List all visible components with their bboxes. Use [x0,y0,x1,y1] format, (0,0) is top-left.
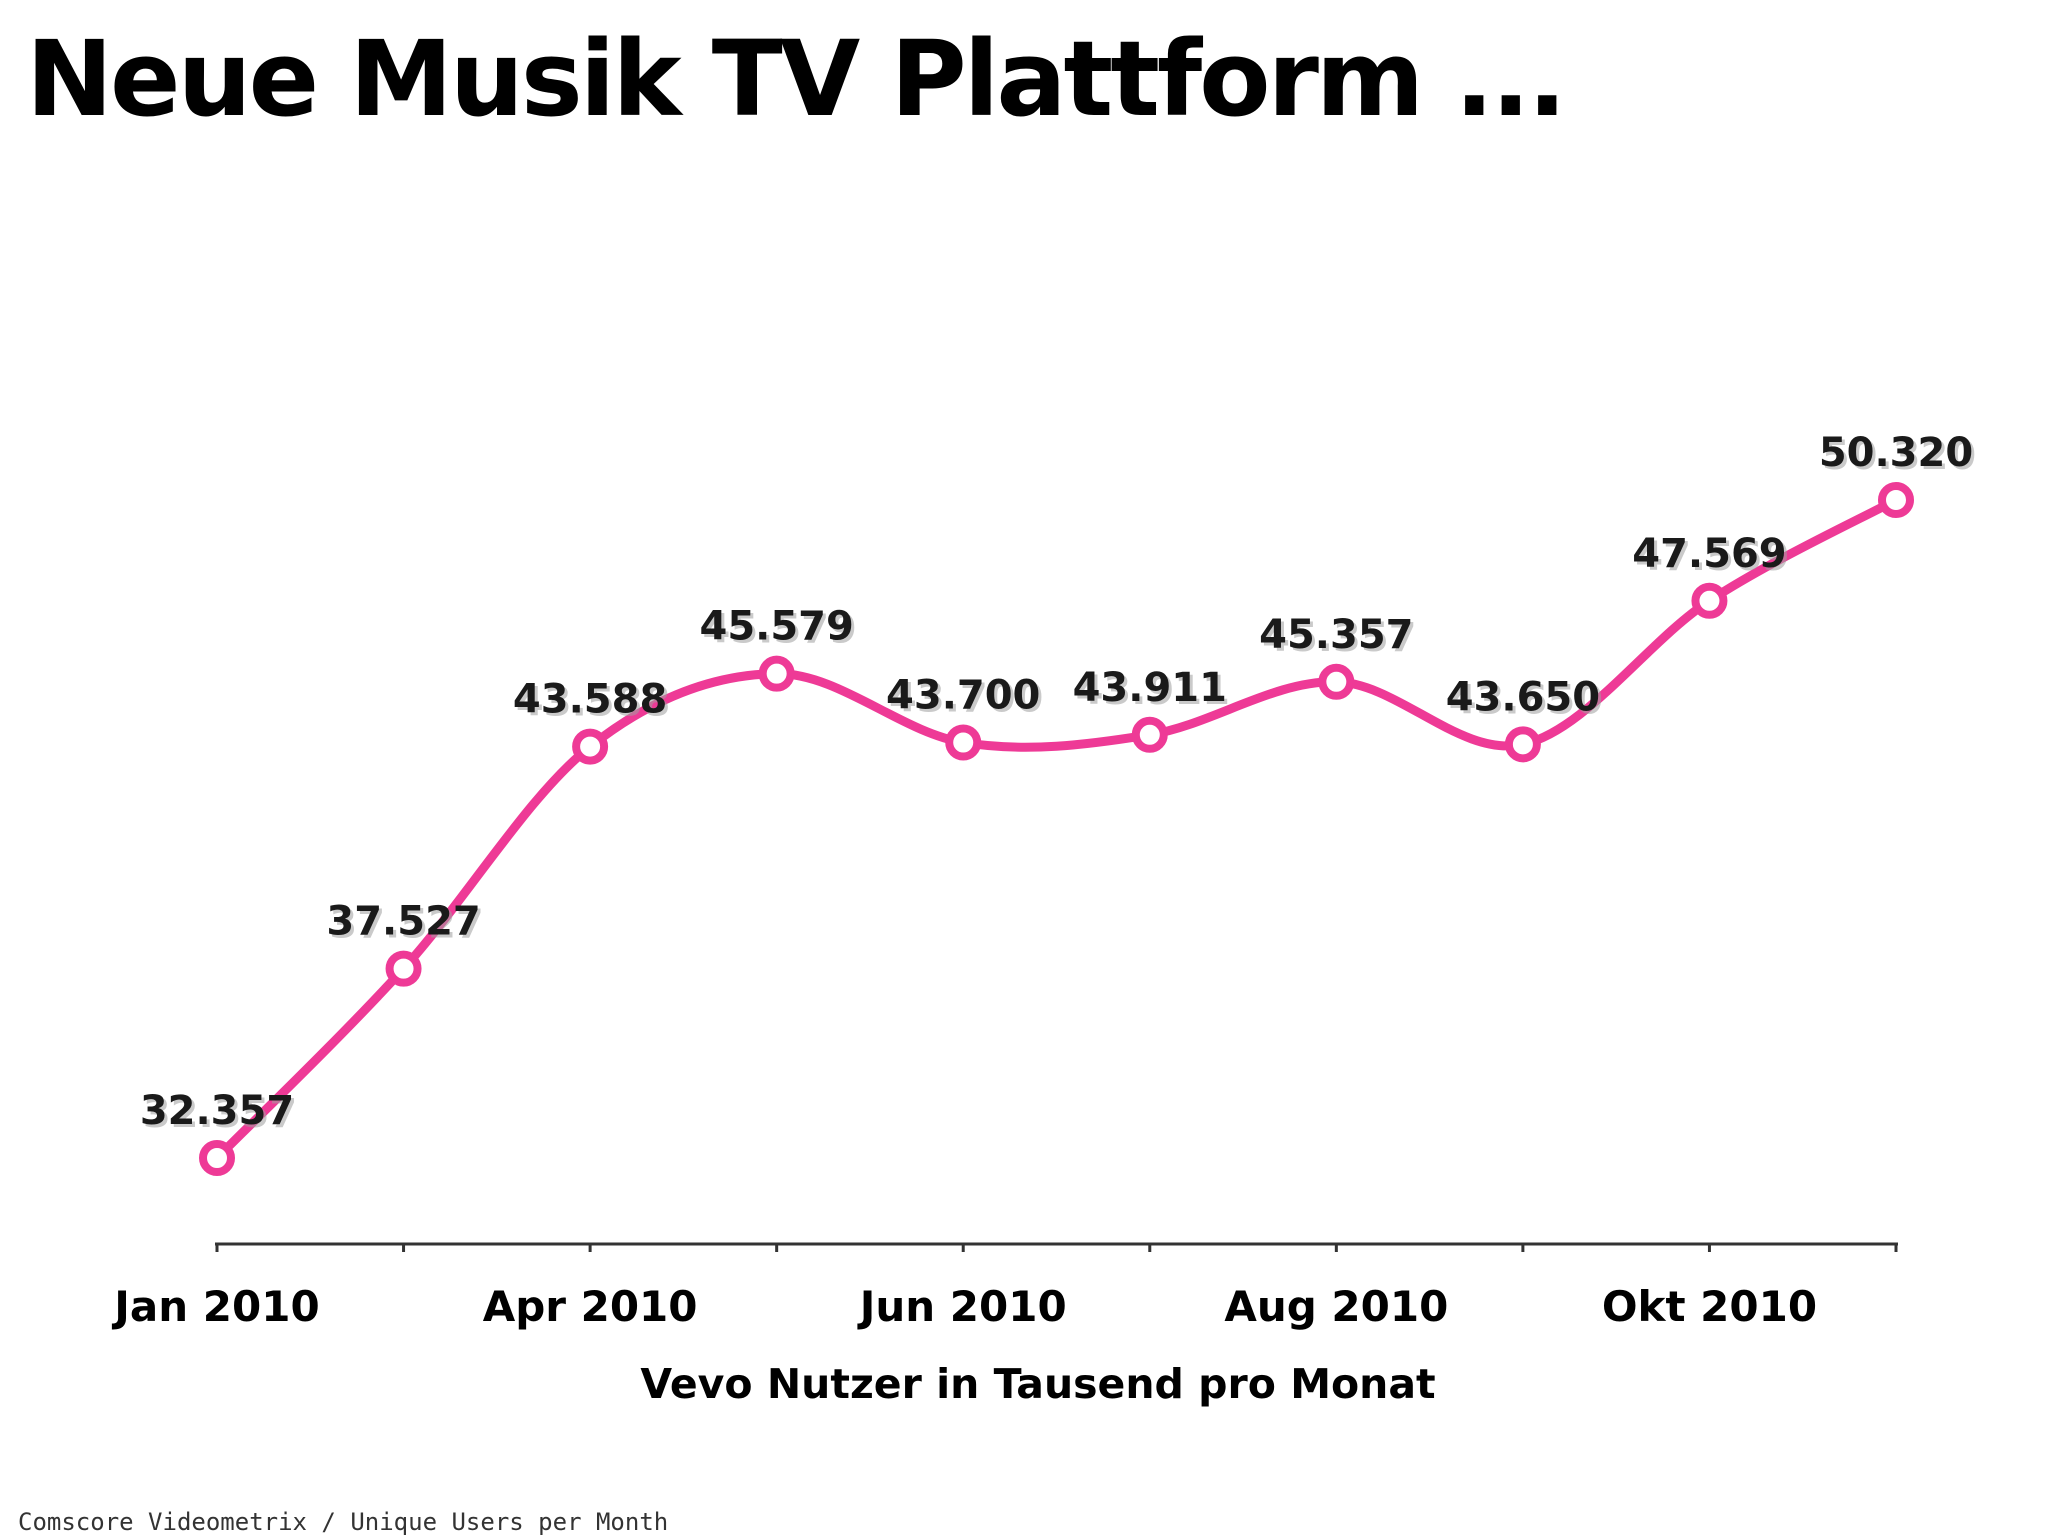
x-axis-title: Vevo Nutzer in Tausend pro Monat [640,1360,1435,1408]
x-tick-label: Apr 2010 [483,1282,698,1331]
data-label: 43.700 [886,672,1040,718]
data-label-shadow: 43.650 [1449,677,1603,723]
data-label: 43.588 [513,677,667,723]
data-label: 45.357 [1259,612,1413,658]
data-label-shadow: 43.588 [516,680,670,726]
data-label-shadow: 43.911 [1076,668,1230,714]
data-point [1878,482,1914,518]
data-point [385,950,422,987]
data-label-shadow: 37.527 [329,902,483,948]
x-tick-label: Jun 2010 [857,1282,1067,1331]
data-label-layer: 32.35732.35737.52737.52743.58843.58845.5… [140,430,1976,1137]
data-point [1504,726,1541,763]
data-label: 45.579 [699,604,853,650]
data-label: 50.320 [1819,430,1973,476]
x-axis [215,1242,1898,1252]
data-label-shadow: 45.579 [702,607,856,653]
data-label-shadow: 50.320 [1822,433,1976,479]
data-point [572,728,609,765]
data-label: 37.527 [326,899,480,945]
data-label-shadow: 47.569 [1635,534,1789,580]
data-point [758,655,795,692]
x-tick-label-layer: Jan 2010 Apr 2010 Jun 2010 Aug 2010 Okt 2010 [111,1282,1817,1331]
data-label: 47.569 [1632,531,1786,577]
source-note: Comscore Videometrix / Unique Users per … [18,1508,669,1536]
x-tick-label: Aug 2010 [1224,1282,1448,1331]
series-line [212,495,1901,1163]
data-point [199,1140,235,1176]
series-line-layer [212,495,1901,1163]
line-chart: 32.35732.35737.52737.52743.58843.58845.5… [111,430,1976,1408]
x-tick-label: Okt 2010 [1602,1282,1817,1331]
data-label: 43.911 [1073,665,1227,711]
data-point [1318,663,1355,700]
slide-title: Neue Musik TV Plattform ... [26,18,1567,140]
data-label-shadow: 43.700 [889,675,1043,721]
data-point [1691,582,1728,619]
data-point-layer [199,482,1914,1176]
data-point [1131,716,1168,753]
data-label: 32.357 [140,1088,294,1134]
x-tick-label: Jan 2010 [111,1282,319,1331]
data-label: 43.650 [1446,674,1600,720]
data-label-shadow: 32.357 [143,1091,297,1137]
data-label-shadow: 45.357 [1262,615,1416,661]
data-point [945,724,982,761]
